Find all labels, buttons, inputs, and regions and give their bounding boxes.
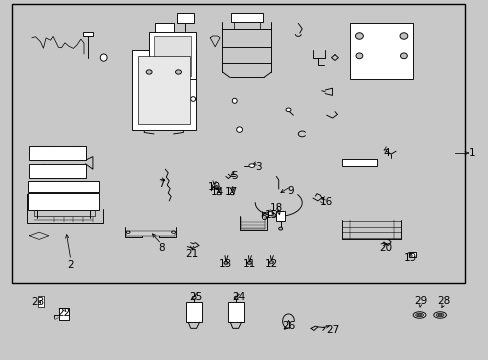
Text: 18: 18	[269, 203, 283, 213]
Ellipse shape	[236, 127, 242, 132]
Ellipse shape	[217, 193, 221, 195]
Text: 14: 14	[210, 186, 224, 197]
Text: 20: 20	[379, 243, 392, 253]
Text: 16: 16	[319, 197, 333, 207]
Ellipse shape	[247, 261, 251, 264]
Text: 25: 25	[188, 292, 202, 302]
Text: 3: 3	[254, 162, 261, 172]
Ellipse shape	[278, 227, 282, 230]
Bar	[29, 164, 85, 178]
Ellipse shape	[232, 98, 237, 103]
Text: 13: 13	[219, 258, 232, 269]
Bar	[83, 32, 93, 36]
Text: 5: 5	[231, 171, 238, 181]
Ellipse shape	[415, 313, 423, 317]
Ellipse shape	[355, 53, 362, 59]
Ellipse shape	[175, 70, 181, 74]
Ellipse shape	[146, 70, 152, 74]
Ellipse shape	[192, 296, 196, 299]
Text: 1: 1	[468, 148, 474, 158]
Text: 7: 7	[158, 179, 164, 189]
Bar	[227, 302, 244, 322]
Text: 19: 19	[403, 253, 417, 264]
Ellipse shape	[355, 33, 363, 39]
Text: 26: 26	[281, 321, 295, 331]
Text: 23: 23	[31, 297, 44, 307]
Text: 2: 2	[67, 260, 74, 270]
Ellipse shape	[230, 193, 234, 195]
Bar	[408, 252, 415, 257]
Bar	[342, 159, 376, 166]
Ellipse shape	[412, 312, 425, 318]
Ellipse shape	[126, 231, 130, 233]
Text: 9: 9	[287, 186, 294, 196]
Bar	[154, 36, 190, 76]
Ellipse shape	[433, 312, 446, 318]
Text: 6: 6	[260, 212, 267, 222]
Bar	[28, 181, 99, 192]
Bar	[125, 231, 175, 236]
Bar	[177, 13, 194, 23]
Text: 8: 8	[158, 243, 164, 253]
Text: 11: 11	[242, 258, 256, 269]
Bar	[155, 23, 173, 34]
Ellipse shape	[269, 261, 273, 263]
Bar	[28, 193, 99, 210]
Ellipse shape	[266, 212, 273, 215]
Text: 15: 15	[264, 210, 278, 220]
Ellipse shape	[399, 33, 407, 39]
Bar	[138, 56, 189, 124]
Text: 17: 17	[224, 186, 238, 197]
Ellipse shape	[224, 261, 227, 264]
Ellipse shape	[437, 314, 441, 316]
Ellipse shape	[400, 53, 407, 59]
Bar	[38, 296, 43, 307]
Ellipse shape	[171, 231, 175, 233]
Text: 10: 10	[207, 182, 220, 192]
Bar	[185, 302, 202, 322]
Text: 27: 27	[325, 325, 339, 335]
Bar	[132, 50, 195, 130]
Text: 22: 22	[57, 308, 70, 318]
Text: 4: 4	[382, 148, 389, 158]
Ellipse shape	[417, 314, 421, 316]
Bar	[59, 308, 69, 320]
Ellipse shape	[100, 54, 107, 61]
Ellipse shape	[248, 164, 254, 167]
Ellipse shape	[190, 97, 195, 102]
Bar	[230, 13, 262, 22]
Text: 28: 28	[436, 296, 450, 306]
Text: 24: 24	[231, 292, 245, 302]
Text: 21: 21	[185, 249, 199, 259]
Text: 29: 29	[413, 296, 427, 306]
Bar	[12, 4, 464, 283]
Bar	[349, 23, 412, 79]
Text: 12: 12	[264, 258, 278, 269]
Bar	[149, 32, 195, 79]
Ellipse shape	[234, 296, 238, 299]
Ellipse shape	[285, 108, 290, 112]
Bar	[29, 146, 85, 160]
Ellipse shape	[435, 313, 443, 317]
Bar	[276, 211, 285, 221]
